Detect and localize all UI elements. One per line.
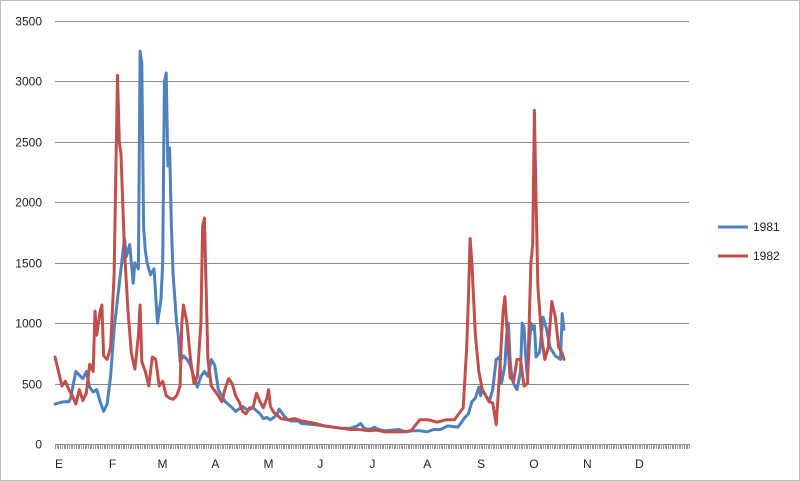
y-tick-label: 0 [35,438,42,452]
y-axis-tick-labels: 0 500 1000 1500 2000 2500 3000 3500 [15,15,42,452]
plot-lines [53,49,566,434]
x-tick-label: E [55,457,63,471]
x-axis [55,444,690,449]
x-tick-label: N [583,457,592,471]
x-tick-label: M [157,457,167,471]
x-tick-label: A [211,457,219,471]
x-tick-label: M [263,457,273,471]
gridlines [55,21,689,385]
y-tick-label: 3000 [15,75,42,89]
series-line-1982 [53,73,566,434]
y-tick-label: 2500 [15,136,42,150]
x-tick-label: A [423,457,431,471]
x-tick-label: O [529,457,538,471]
x-tick-label: S [477,457,485,471]
x-tick-label: F [109,457,116,471]
y-tick-label: 2000 [15,196,42,210]
series-line-1981 [53,49,566,434]
x-tick-label: J [369,457,375,471]
y-tick-label: 3500 [15,15,42,29]
legend-label-1981: 1981 [753,220,780,234]
legend-label-1982: 1982 [753,249,780,263]
legend: 1981 1982 [718,220,780,263]
y-tick-label: 500 [22,378,42,392]
y-tick-label: 1500 [15,257,42,271]
y-tick-label: 1000 [15,317,42,331]
x-tick-label: D [635,457,644,471]
x-tick-label: J [317,457,323,471]
